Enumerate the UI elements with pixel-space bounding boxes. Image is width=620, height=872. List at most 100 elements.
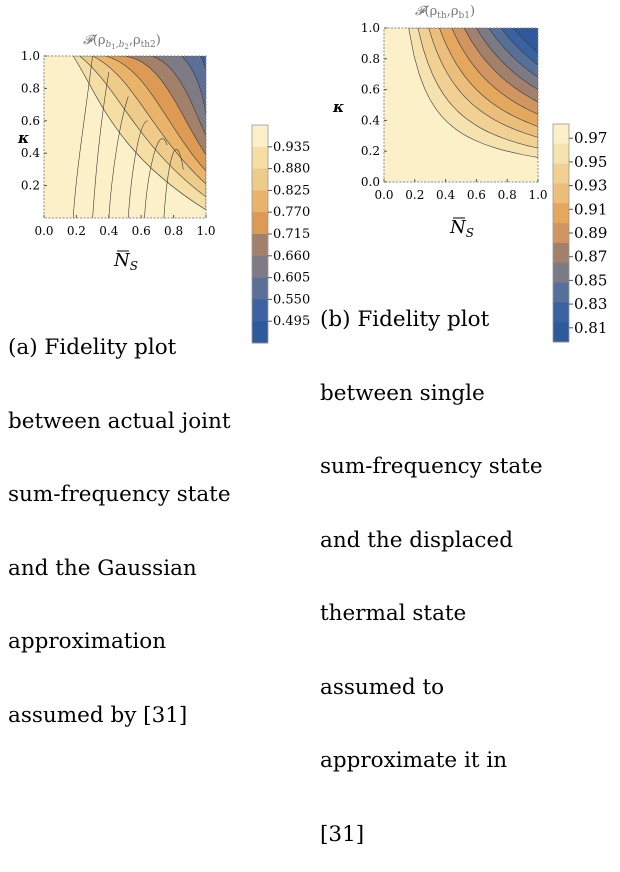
heatmap-band bbox=[131, 56, 206, 136]
x-tick-label: 0.4 bbox=[99, 224, 118, 238]
y-tick-label: 0.4 bbox=[21, 146, 40, 160]
caption-a-line: approximation bbox=[8, 629, 167, 654]
colorbar-swatch bbox=[252, 321, 268, 344]
colorbar-swatch bbox=[553, 302, 569, 323]
plot-a-heatmap bbox=[44, 56, 206, 218]
caption-a-line: and the Gaussian bbox=[8, 555, 197, 581]
colorbar-tick-label: 0.93 bbox=[574, 177, 607, 195]
colorbar-tick-label: 0.95 bbox=[574, 153, 607, 171]
colorbar-tick-label: 0.605 bbox=[273, 271, 310, 286]
y-tick-label: 0.0 bbox=[361, 175, 380, 189]
colorbar-swatch bbox=[252, 190, 268, 213]
colorbar-swatch bbox=[252, 234, 268, 257]
plot-b-title: 𝓕(ρth,ρb1) bbox=[415, 4, 475, 21]
colorbar-swatch bbox=[252, 146, 268, 170]
contour-line bbox=[108, 96, 129, 218]
x-tick-label: 0.4 bbox=[436, 188, 455, 202]
caption-b-line: (b) Fidelity plot bbox=[320, 307, 490, 332]
colorbar-swatch bbox=[553, 223, 569, 244]
colorbar-tick-label: 0.660 bbox=[273, 249, 310, 264]
x-tick-label: 0.8 bbox=[164, 224, 183, 238]
colorbar-tick-label: 0.880 bbox=[273, 162, 310, 177]
caption-b-line: approximate it in bbox=[320, 748, 508, 773]
colorbar-tick-label: 0.91 bbox=[574, 200, 607, 218]
colorbar-tick-label: 0.81 bbox=[574, 319, 607, 337]
caption-a-line: (a) Fidelity plot bbox=[8, 335, 177, 360]
caption-b-line: [31] bbox=[320, 821, 365, 847]
colorbar-tick-label: 0.825 bbox=[273, 183, 310, 198]
heatmap-band bbox=[513, 28, 538, 53]
caption-b-line: thermal state bbox=[320, 601, 467, 626]
x-tick-label: 1.0 bbox=[196, 224, 215, 238]
caption-a: (a) Fidelity plot between actual joint s… bbox=[8, 287, 231, 753]
caption-b-line: sum-frequency state bbox=[320, 454, 543, 479]
plot-a-title: 𝓕(ρb1,b2,ρth2) bbox=[83, 33, 161, 51]
colorbar-tick-label: 0.495 bbox=[273, 314, 310, 329]
colorbar-tick-label: 0.715 bbox=[273, 227, 310, 242]
y-tick-label: 0.8 bbox=[21, 81, 40, 95]
colorbar-swatch bbox=[252, 255, 268, 279]
plot-b-frame bbox=[383, 27, 539, 183]
colorbar-tick-label: 0.83 bbox=[574, 295, 607, 313]
x-tick-label: 0.2 bbox=[405, 188, 424, 202]
colorbar-swatch bbox=[252, 299, 268, 322]
caption-b-line: between single bbox=[320, 380, 485, 406]
plot-a-xlabel: NS bbox=[113, 250, 138, 273]
plot-b-heatmap bbox=[384, 28, 538, 182]
figure-b-chart: 𝓕(ρth,ρb1) 0.0 0.2 0.4 0.6 0.8 1.00.00.20.40.… bbox=[332, 4, 548, 240]
x-tick-label: 1.0 bbox=[528, 188, 547, 202]
colorbar-tick-label: 0.89 bbox=[574, 224, 607, 242]
caption-b: (b) Fidelity plot between single sum-fre… bbox=[320, 259, 543, 872]
plot-b-ticks: 0.0 0.2 0.4 0.6 0.8 1.0 0.0 0.2 0.4 0.6 0.8 1.0 bbox=[361, 21, 548, 202]
colorbar-swatch bbox=[553, 262, 569, 284]
colorbar-tick-label: 0.87 bbox=[574, 248, 607, 266]
colorbar-tick-label: 0.97 bbox=[574, 129, 607, 147]
colorbar-swatch bbox=[553, 124, 569, 145]
contour-line bbox=[92, 72, 110, 218]
colorbar-swatch bbox=[252, 125, 268, 148]
y-tick-label: 1.0 bbox=[21, 49, 40, 63]
heatmap-band bbox=[163, 56, 206, 94]
y-tick-label: 0.2 bbox=[21, 179, 40, 193]
plot-a-ticks: 0.0 0.2 0.4 0.6 0.8 1.0 0.2 0.4 0.6 0.8 1.0 bbox=[21, 49, 216, 238]
caption-a-line: sum-frequency state bbox=[8, 482, 231, 507]
caption-b-line: and the displaced bbox=[320, 527, 513, 553]
x-tick-label: 0.0 bbox=[34, 224, 53, 238]
colorbar-swatch bbox=[252, 277, 268, 300]
colorbar-tick-label: 0.550 bbox=[273, 292, 310, 307]
contour-line bbox=[72, 56, 93, 218]
colorbar-swatch bbox=[553, 242, 569, 264]
x-tick-label: 0.2 bbox=[67, 224, 86, 238]
colorbar-b: 0.97 0.95 0.93 0.91 0.89 0.87 0.85 0.83 0.81 bbox=[552, 123, 607, 343]
caption-b-line: assumed to bbox=[320, 674, 445, 700]
figure-a-chart: 𝓕(ρb1,b2,ρth2) 0.0 0.2 0.4 0.6 0.8 1.00.20.40… bbox=[17, 33, 310, 344]
x-tick-label: 0.8 bbox=[498, 188, 517, 202]
plot-b-xlabel: NS bbox=[449, 217, 474, 240]
x-tick-label: 0.6 bbox=[467, 188, 486, 202]
contour-line bbox=[163, 149, 184, 218]
x-tick-label: 0.6 bbox=[132, 224, 151, 238]
colorbar-swatch bbox=[553, 282, 569, 303]
colorbar-swatch bbox=[553, 143, 569, 165]
plot-a-ylabel: κ bbox=[17, 129, 29, 147]
y-tick-label: 0.8 bbox=[361, 52, 380, 66]
colorbar-swatch bbox=[553, 203, 569, 224]
y-tick-label: 0.6 bbox=[21, 114, 40, 128]
contour-line bbox=[127, 120, 148, 218]
colorbar-a: 0.935 0.880 0.825 0.770 0.715 0.660 0.605 0.550… bbox=[251, 124, 310, 344]
colorbar-swatch bbox=[553, 183, 569, 204]
y-tick-label: 1.0 bbox=[361, 21, 380, 35]
figure-b-colorbar: 0.97 0.95 0.93 0.91 0.89 0.87 0.85 0.83 0.81 bbox=[552, 123, 607, 343]
colorbar-swatch bbox=[553, 322, 569, 343]
colorbar-swatch bbox=[252, 212, 268, 235]
y-tick-label: 0.4 bbox=[361, 113, 380, 127]
colorbar-swatch bbox=[252, 168, 268, 191]
caption-a-line: assumed by [31] bbox=[8, 702, 188, 728]
plot-a-frame bbox=[43, 55, 207, 219]
plot-b-ylabel: κ bbox=[332, 98, 344, 116]
y-tick-label: 0.6 bbox=[361, 83, 380, 97]
colorbar-swatch bbox=[553, 163, 569, 184]
contour-line bbox=[144, 138, 168, 218]
colorbar-tick-label: 0.770 bbox=[273, 205, 310, 220]
y-tick-label: 0.2 bbox=[361, 144, 380, 158]
